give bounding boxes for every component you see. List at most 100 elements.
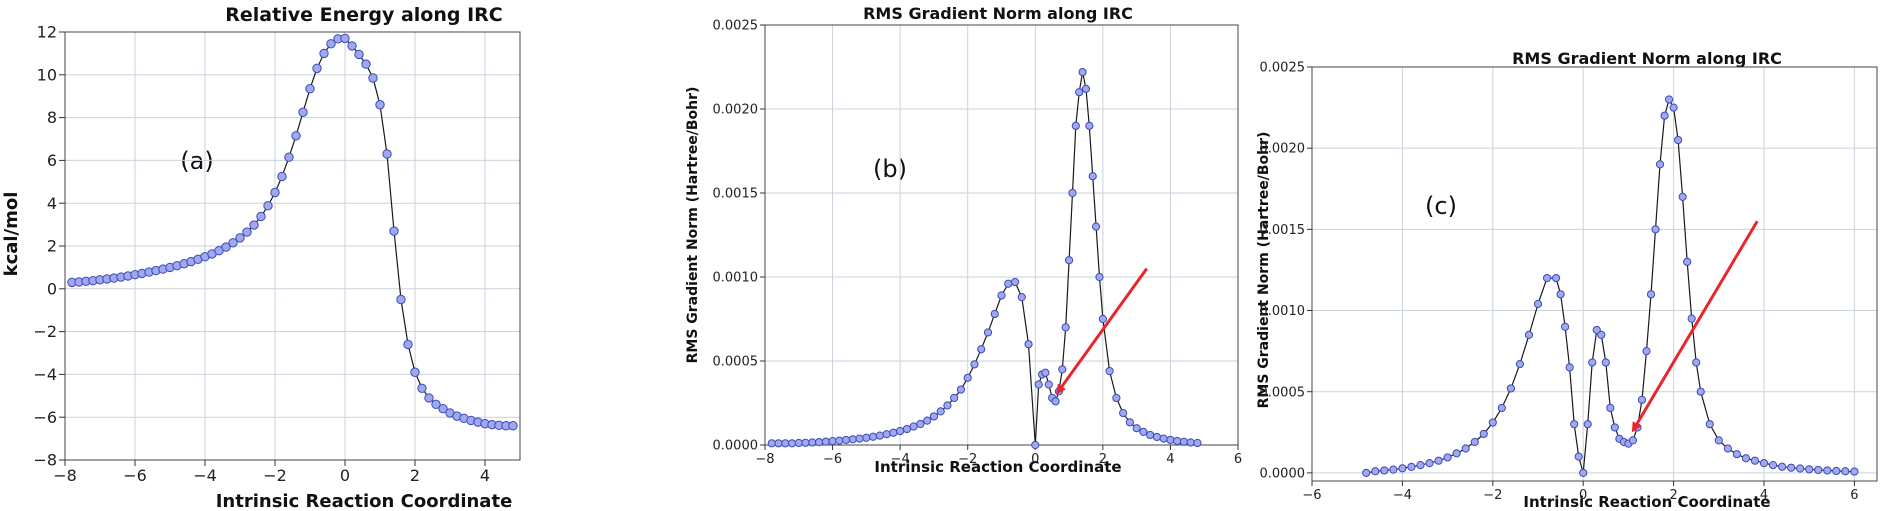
x-tick-label: −6 — [1302, 488, 1321, 503]
data-point — [1075, 88, 1084, 97]
data-point — [1017, 293, 1026, 302]
data-point — [284, 152, 294, 162]
data-point — [1850, 467, 1859, 476]
series-line — [771, 71, 1198, 446]
data-point — [1579, 468, 1588, 477]
data-point — [1362, 468, 1371, 477]
data-point — [1159, 434, 1168, 443]
y-tick-label: 8 — [47, 108, 57, 127]
x-tick-label: 2 — [410, 466, 420, 485]
data-point — [862, 433, 871, 442]
y-axis-label: kcal/mol — [1, 192, 22, 277]
y-axis-label: RMS Gradient Norm (Hartree/Bohr) — [1256, 132, 1272, 409]
data-point — [1488, 418, 1497, 427]
data-point — [1004, 279, 1013, 288]
data-point — [909, 422, 918, 431]
data-point — [882, 430, 891, 439]
data-point — [1179, 437, 1189, 446]
x-tick-label: −4 — [891, 452, 910, 467]
data-point — [929, 412, 939, 421]
y-tick-label: 0.0000 — [1260, 466, 1306, 481]
data-point — [1601, 358, 1610, 367]
data-point — [1125, 418, 1134, 427]
data-point — [1646, 290, 1656, 299]
data-point — [1416, 460, 1425, 470]
data-point — [291, 131, 301, 141]
data-point — [298, 107, 308, 117]
data-point — [1655, 160, 1665, 169]
data-point — [1542, 273, 1552, 283]
annotation-arrow — [1056, 267, 1148, 395]
data-point — [319, 48, 329, 59]
chart-title: RMS Gradient Norm along IRC — [863, 4, 1133, 23]
data-point — [1814, 465, 1823, 475]
data-point — [263, 201, 273, 211]
data-point — [841, 435, 851, 445]
data-point — [1637, 395, 1647, 404]
data-point — [1112, 393, 1121, 403]
y-tick-label: 0 — [47, 279, 57, 298]
data-point — [990, 309, 999, 319]
panel-label: (b) — [873, 155, 907, 183]
data-point — [1732, 450, 1741, 459]
x-tick-label: 4 — [480, 466, 490, 485]
y-tick-label: 0.0025 — [713, 19, 759, 34]
plot-frame — [764, 24, 1239, 446]
data-point — [1092, 222, 1101, 231]
grid-lines — [1311, 66, 1877, 481]
data-point — [242, 227, 252, 237]
data-point — [1678, 192, 1687, 201]
data-point — [1479, 429, 1488, 439]
data-point — [382, 149, 392, 159]
data-point — [1071, 121, 1080, 130]
data-points — [767, 67, 1202, 450]
data-point — [889, 428, 898, 437]
x-tick-label: 0 — [1031, 452, 1039, 467]
x-tick-label: 2 — [1669, 488, 1677, 503]
data-point — [1078, 67, 1087, 77]
data-points — [1362, 95, 1859, 477]
data-point — [340, 33, 350, 44]
x-tick-label: −8 — [53, 466, 77, 485]
data-point — [1064, 256, 1074, 265]
x-axis-label: Intrinsic Reaction Coordinate — [216, 491, 513, 511]
x-tick-label: −4 — [1393, 488, 1412, 503]
x-tick-label: 2 — [1099, 452, 1107, 467]
data-point — [956, 385, 966, 394]
data-point — [1452, 449, 1461, 458]
y-tick-label: 0.0010 — [713, 271, 759, 286]
data-point — [1461, 444, 1470, 453]
data-point — [1081, 84, 1091, 93]
data-point — [1105, 366, 1114, 376]
data-point — [1024, 340, 1033, 349]
grid-lines — [64, 31, 520, 461]
data-point — [1398, 464, 1407, 473]
y-tick-label: 0.0005 — [1260, 385, 1306, 400]
data-point — [1570, 420, 1579, 429]
x-tick-label: −6 — [123, 466, 147, 485]
y-tick-label: 4 — [47, 194, 57, 213]
x-axis-label: Intrinsic Reaction Coordinate — [874, 458, 1121, 476]
data-point — [410, 367, 420, 377]
data-point — [1692, 358, 1701, 367]
data-point — [1574, 452, 1583, 461]
x-tick-label: 0 — [1579, 488, 1587, 503]
data-point — [774, 439, 783, 448]
data-point — [869, 432, 878, 441]
y-tick-label: 10 — [37, 65, 57, 84]
data-point — [508, 421, 518, 431]
data-point — [1407, 462, 1416, 471]
data-point — [997, 291, 1006, 300]
data-point — [1166, 435, 1175, 445]
data-point — [1132, 424, 1141, 433]
y-axis-label: RMS Gradient Norm (Hartree/Bohr) — [685, 87, 701, 364]
x-tick-label: −2 — [1483, 488, 1502, 503]
data-point — [1058, 365, 1067, 374]
data-point — [1380, 466, 1389, 475]
series-line — [71, 37, 513, 427]
y-tick-label: −6 — [33, 408, 57, 427]
data-point — [1660, 111, 1669, 120]
data-point — [835, 436, 844, 445]
data-point — [1750, 456, 1760, 465]
